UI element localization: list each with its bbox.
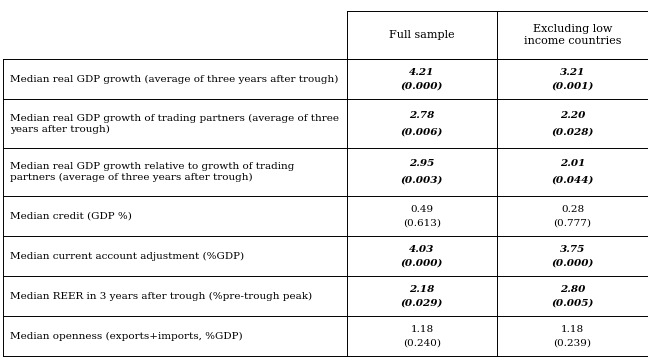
Text: (0.613): (0.613) [403,219,441,228]
Text: 0.49: 0.49 [410,205,434,214]
Text: 3.21: 3.21 [560,68,585,77]
Text: (0.028): (0.028) [551,127,594,136]
Text: 4.21: 4.21 [409,68,435,77]
Text: 2.20: 2.20 [560,111,585,120]
Text: (0.000): (0.000) [400,82,443,91]
Text: 2.95: 2.95 [409,159,435,168]
Text: Median openness (exports+imports, %GDP): Median openness (exports+imports, %GDP) [10,332,242,341]
Text: (0.006): (0.006) [400,127,443,136]
Text: 1.18: 1.18 [561,325,584,334]
Text: 2.01: 2.01 [560,159,585,168]
Text: Median real GDP growth (average of three years after trough): Median real GDP growth (average of three… [10,75,338,84]
Text: (0.001): (0.001) [551,82,594,91]
Text: (0.003): (0.003) [400,176,443,185]
Text: (0.240): (0.240) [403,339,441,348]
Text: Median current account adjustment (%GDP): Median current account adjustment (%GDP) [10,252,244,261]
Text: 1.18: 1.18 [410,325,434,334]
Text: Median real GDP growth of trading partners (average of three
years after trough): Median real GDP growth of trading partne… [10,113,339,134]
Text: (0.005): (0.005) [551,298,594,307]
Text: Median credit (GDP %): Median credit (GDP %) [10,212,132,221]
Text: Full sample: Full sample [389,30,455,40]
Text: (0.239): (0.239) [553,339,592,348]
Text: 2.18: 2.18 [409,285,435,294]
Text: 4.03: 4.03 [409,245,435,254]
Text: Median real GDP growth relative to growth of trading
partners (average of three : Median real GDP growth relative to growt… [10,162,294,182]
Text: 0.28: 0.28 [561,205,584,214]
Text: (0.000): (0.000) [400,258,443,267]
Text: (0.044): (0.044) [551,176,594,185]
Text: (0.000): (0.000) [551,258,594,267]
Text: (0.777): (0.777) [553,219,592,228]
Text: Median REER in 3 years after trough (%pre-trough peak): Median REER in 3 years after trough (%pr… [10,292,312,301]
Text: 3.75: 3.75 [560,245,585,254]
Text: 2.78: 2.78 [409,111,435,120]
Text: 2.80: 2.80 [560,285,585,294]
Text: (0.029): (0.029) [400,298,443,307]
Text: Excluding low
income countries: Excluding low income countries [524,24,621,46]
